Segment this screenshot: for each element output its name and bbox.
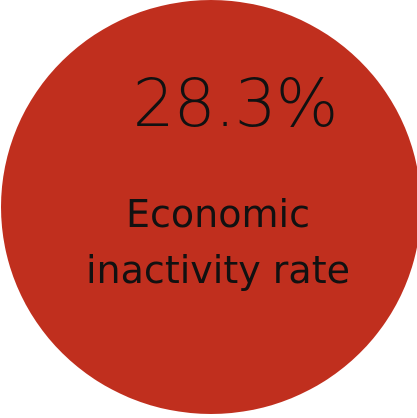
- stat-value: 28.3%: [132, 65, 339, 142]
- stat-label-line2: inactivity rate: [86, 248, 350, 292]
- stat-label-line1: Economic: [126, 192, 310, 236]
- stat-label: Economic inactivity rate: [0, 186, 417, 298]
